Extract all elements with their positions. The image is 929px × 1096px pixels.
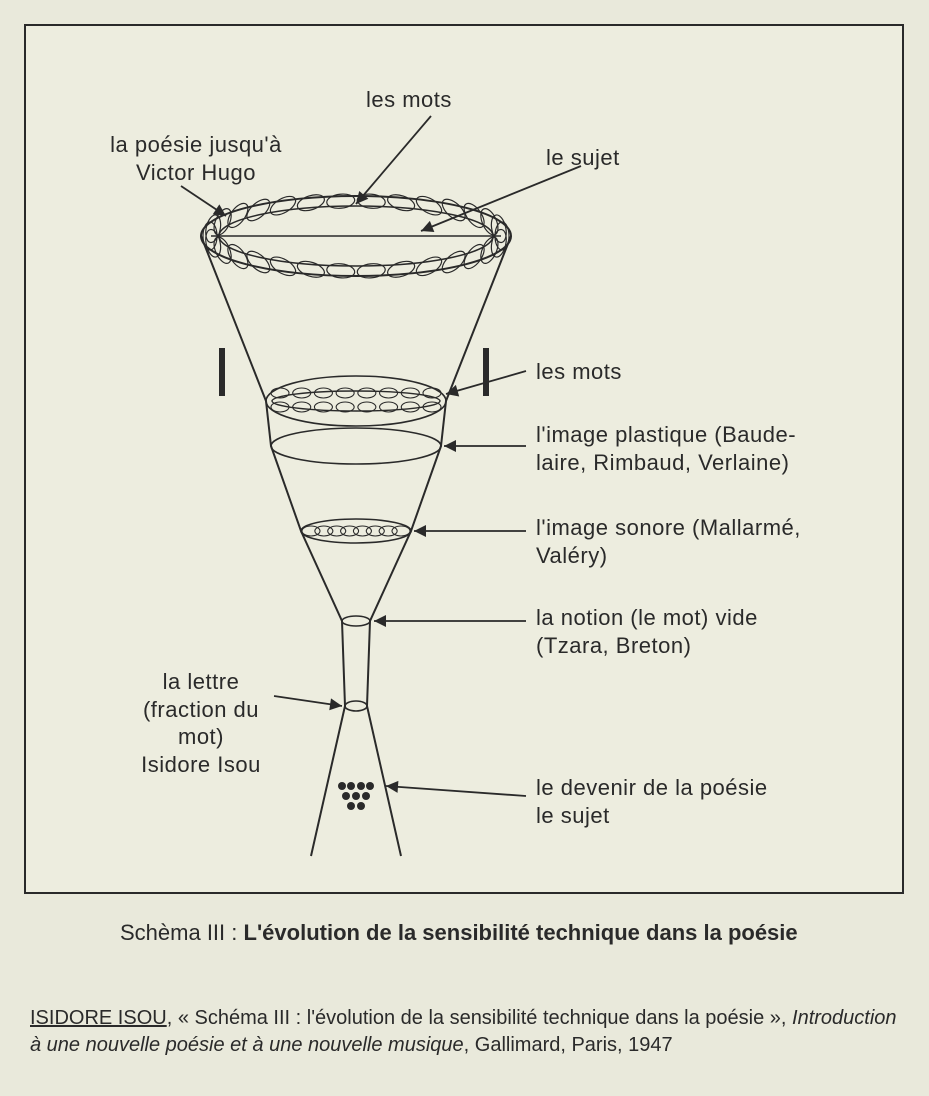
- page: les mots le sujet la poésie jusqu'à Vict…: [0, 0, 929, 1096]
- label-devenir: le devenir de la poésie le sujet: [536, 774, 896, 829]
- citation-middle: , « Schéma III : l'évolution de la sensi…: [167, 1007, 792, 1029]
- label-le-sujet-top: le sujet: [546, 144, 620, 172]
- label-notion-vide: la notion (le mot) vide (Tzara, Breton): [536, 604, 896, 659]
- label-les-mots-mid: les mots: [536, 358, 622, 386]
- citation: ISIDORE ISOU, « Schéma III : l'évolution…: [30, 1005, 900, 1059]
- label-les-mots-top: les mots: [366, 86, 452, 114]
- label-lettre: la lettre (fraction du mot) Isidore Isou: [106, 668, 296, 778]
- figure-caption: Schèma III : L'évolution de la sensibili…: [120, 918, 880, 948]
- caption-bold: L'évolution de la sensibilité technique …: [244, 920, 798, 945]
- citation-tail: , Gallimard, Paris, 1947: [464, 1034, 673, 1056]
- label-image-plastique: l'image plastique (Baude- laire, Rimbaud…: [536, 421, 896, 476]
- label-poesie-hugo: la poésie jusqu'à Victor Hugo: [81, 131, 311, 186]
- citation-author: ISIDORE ISOU: [30, 1007, 167, 1029]
- label-image-sonore: l'image sonore (Mallarmé, Valéry): [536, 514, 896, 569]
- diagram-frame: les mots le sujet la poésie jusqu'à Vict…: [24, 24, 904, 894]
- caption-prefix: Schèma III :: [120, 920, 244, 945]
